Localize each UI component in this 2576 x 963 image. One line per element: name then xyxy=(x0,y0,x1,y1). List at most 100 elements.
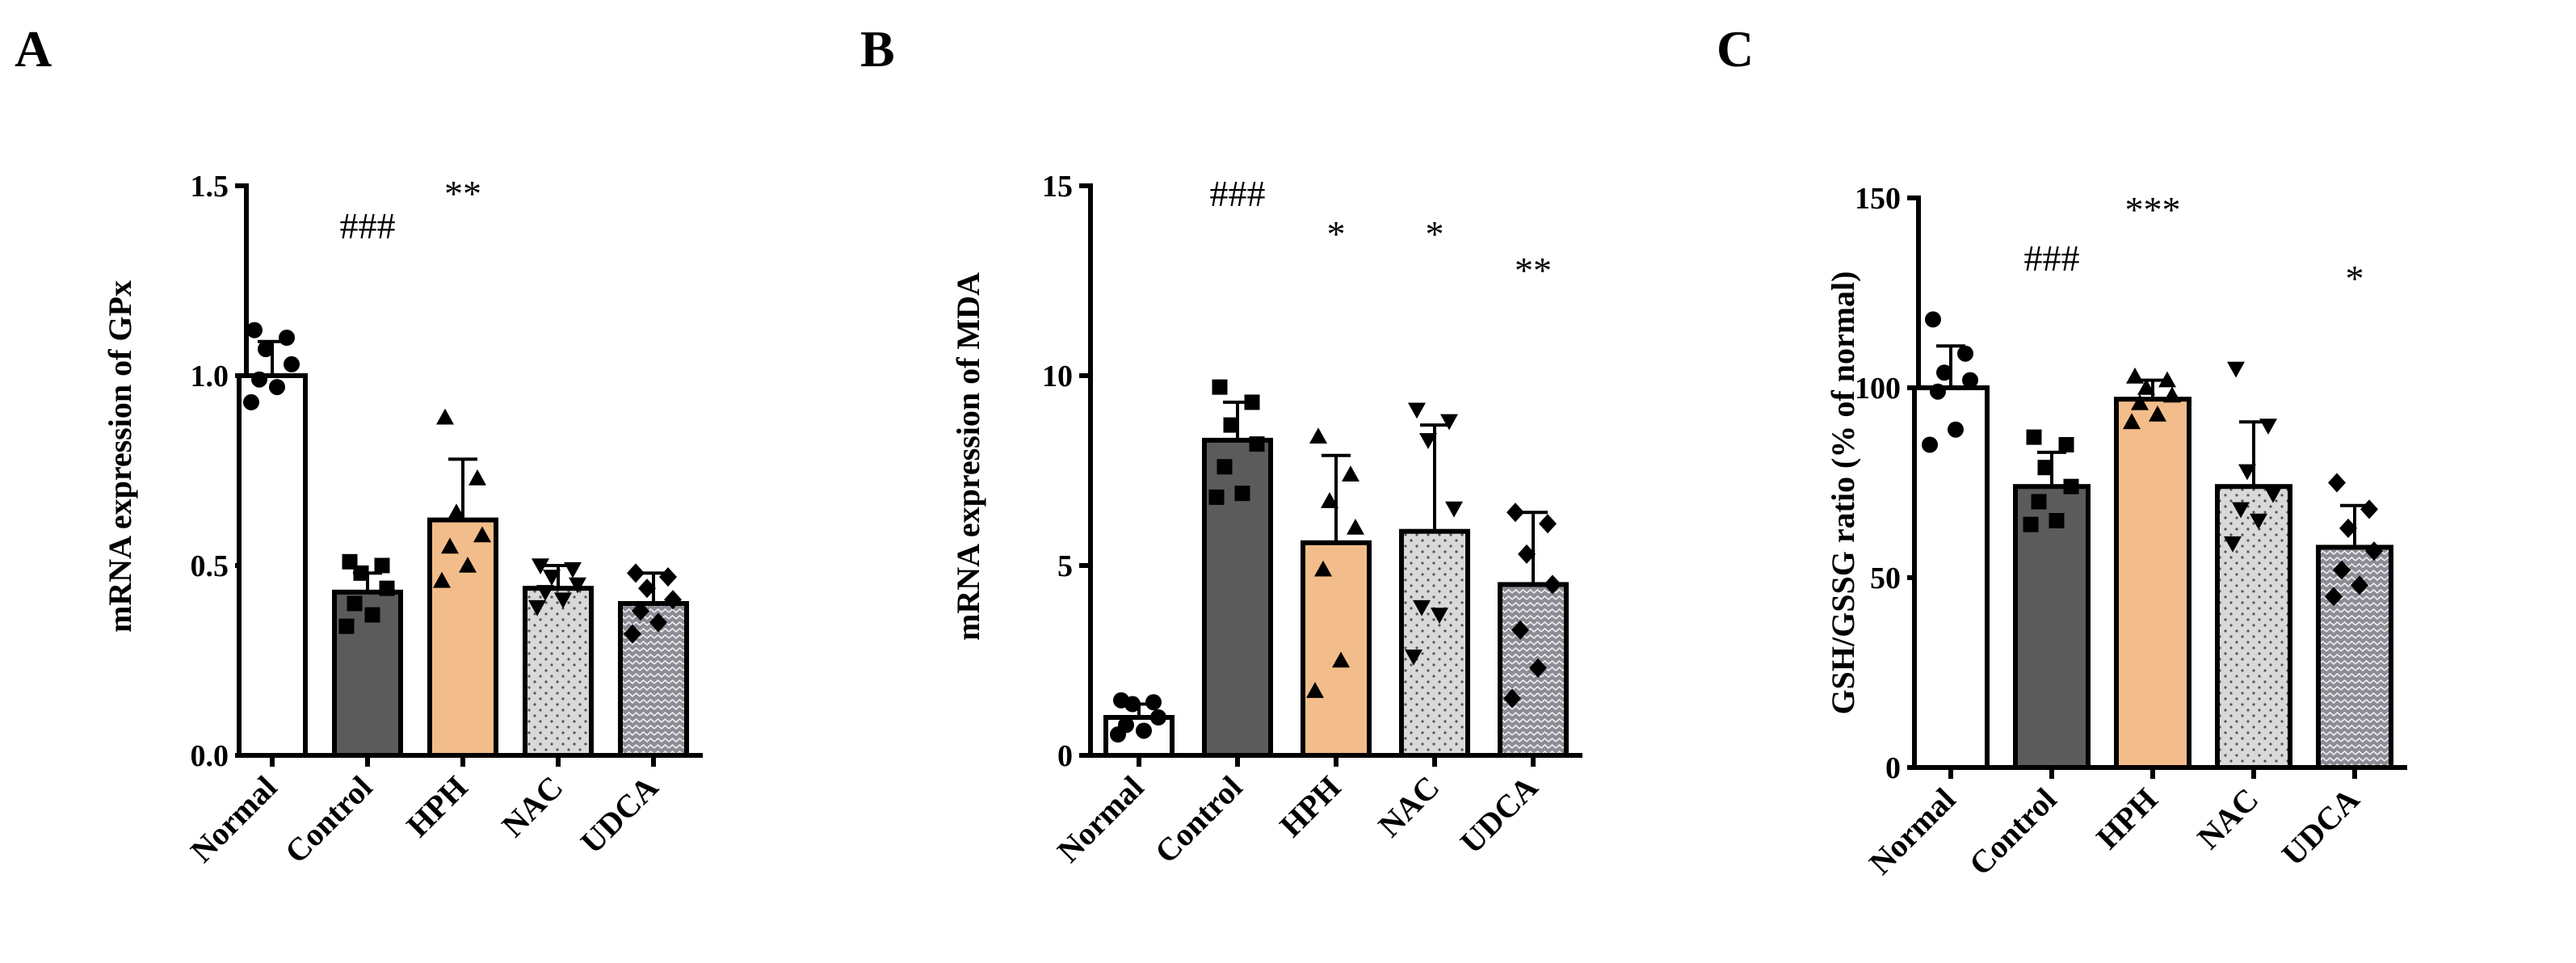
data-point xyxy=(1948,421,1964,438)
data-point xyxy=(469,469,486,486)
data-point xyxy=(1306,682,1324,698)
y-axis-label: mRNA expression of GPx xyxy=(102,280,138,633)
data-point xyxy=(564,561,582,578)
data-point xyxy=(2123,413,2141,430)
data-point xyxy=(448,503,465,519)
data-point xyxy=(2131,393,2149,410)
significance-label: ### xyxy=(2024,238,2080,279)
data-point xyxy=(1922,436,1938,453)
data-point xyxy=(2163,386,2181,403)
data-point xyxy=(433,571,451,588)
panel-letter: A xyxy=(15,20,52,78)
data-point xyxy=(1936,364,1952,381)
data-point xyxy=(353,565,369,581)
data-point xyxy=(2333,560,2351,580)
bar xyxy=(523,586,594,759)
data-point xyxy=(532,558,549,574)
data-point xyxy=(2224,536,2242,553)
data-point xyxy=(1321,492,1338,508)
data-point xyxy=(569,577,586,594)
x-tick-label: UDCA xyxy=(2275,780,2367,873)
data-point xyxy=(638,578,656,599)
bar xyxy=(2215,484,2292,770)
y-tick-label: 150 xyxy=(1855,182,1901,216)
data-point xyxy=(2058,437,2074,452)
data-point xyxy=(1217,459,1233,475)
data-point xyxy=(246,322,263,339)
data-point xyxy=(1529,658,1547,678)
data-point xyxy=(251,371,267,388)
data-point xyxy=(269,379,285,396)
y-axis-label: mRNA expression of MDA xyxy=(950,272,986,641)
data-point xyxy=(2158,371,2176,388)
data-point xyxy=(649,612,667,633)
y-tick-label: 15 xyxy=(1042,170,1073,204)
data-point xyxy=(2023,516,2039,532)
panel-letter: B xyxy=(860,20,895,78)
x-tick-label: UDCA xyxy=(574,768,666,860)
bar xyxy=(237,373,308,758)
data-point xyxy=(624,624,641,644)
bar xyxy=(2114,397,2191,770)
y-tick-label: 0 xyxy=(1057,739,1073,773)
x-tick-label: Control xyxy=(1962,781,2064,883)
data-point xyxy=(664,590,682,610)
data-point xyxy=(243,393,259,410)
data-point xyxy=(1212,379,1228,395)
y-tick-label: 100 xyxy=(1855,372,1901,406)
data-point xyxy=(1249,436,1265,452)
data-point xyxy=(2365,541,2383,561)
significance-label: * xyxy=(1426,213,1444,254)
bar xyxy=(1301,540,1372,758)
data-point xyxy=(543,570,561,587)
data-point xyxy=(1244,394,1260,410)
y-tick-label: 0.0 xyxy=(191,739,229,773)
data-point xyxy=(473,526,491,543)
x-tick-label: HPH xyxy=(399,769,474,844)
data-point xyxy=(1539,514,1557,534)
data-point xyxy=(284,355,300,372)
data-point xyxy=(1347,519,1364,535)
data-point xyxy=(1930,383,1946,400)
data-point xyxy=(1405,650,1422,666)
significance-label: ** xyxy=(444,173,481,214)
data-point xyxy=(2259,418,2277,435)
data-point xyxy=(347,595,363,612)
y-tick-label: 0.5 xyxy=(191,549,229,583)
data-point xyxy=(1511,620,1529,640)
data-point xyxy=(1440,414,1458,431)
data-point xyxy=(554,592,572,609)
y-tick-label: 0 xyxy=(1885,751,1901,785)
data-point xyxy=(1332,651,1350,668)
data-point xyxy=(2049,513,2065,528)
x-tick-label: Control xyxy=(1148,769,1250,871)
data-point xyxy=(2328,473,2346,493)
data-point xyxy=(2339,518,2357,538)
bar xyxy=(427,517,498,758)
data-point xyxy=(2126,367,2144,384)
data-point xyxy=(364,607,380,623)
bar xyxy=(1399,528,1470,758)
x-tick-label: Normal xyxy=(183,769,284,870)
y-tick-label: 1.0 xyxy=(191,360,229,393)
bar xyxy=(2013,484,2091,770)
data-point xyxy=(1342,465,1359,482)
panel-a: A mRNA expression of GPx 0.0 0.5 1.0 1.5 Nor… xyxy=(15,20,703,870)
data-point xyxy=(2227,361,2245,378)
data-point xyxy=(2325,587,2343,607)
data-point xyxy=(2031,494,2047,510)
significance-label: ### xyxy=(1210,173,1266,214)
y-tick-label: 10 xyxy=(1042,360,1073,393)
x-tick-label: NAC xyxy=(494,769,569,844)
x-tick-label: UDCA xyxy=(1453,768,1545,860)
data-point xyxy=(2264,486,2282,503)
data-point xyxy=(1150,709,1166,725)
data-point xyxy=(1309,427,1327,444)
data-point xyxy=(1110,726,1126,743)
data-point xyxy=(2351,575,2368,595)
y-tick-label: 5 xyxy=(1057,549,1073,583)
data-point xyxy=(627,563,645,583)
data-point xyxy=(374,557,390,574)
data-point xyxy=(1518,544,1536,564)
